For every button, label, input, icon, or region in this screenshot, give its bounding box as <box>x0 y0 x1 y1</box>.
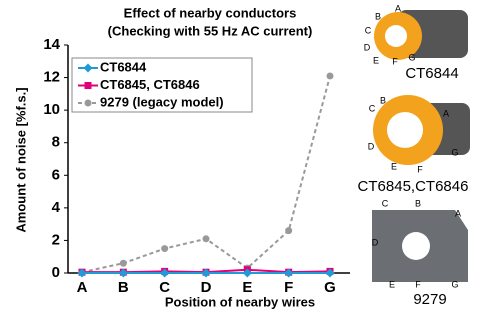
position-letter: D <box>372 237 379 247</box>
chart-subtitle: (Checking with 55 Hz AC current) <box>108 23 313 38</box>
x-tick-label: B <box>118 279 129 296</box>
product-ct6844 <box>374 10 468 60</box>
data-point <box>120 260 127 267</box>
x-axis-label: Position of nearby wires <box>165 294 315 309</box>
position-letter: E <box>391 161 397 171</box>
chart-title: Effect of nearby conductors <box>124 5 297 20</box>
position-letter: C <box>382 198 389 208</box>
position-letter: B <box>415 198 421 208</box>
product-caption: 9279 <box>413 291 446 308</box>
data-point <box>161 245 168 252</box>
y-axis-label: Amount of noise [%f.s.] <box>13 87 28 232</box>
y-tick-label: 10 <box>43 101 60 118</box>
y-tick-label: 12 <box>43 69 60 86</box>
x-tick-label: G <box>324 279 336 296</box>
position-letter: F <box>417 164 423 174</box>
position-letter: G <box>451 279 458 289</box>
position-letter: E <box>389 279 395 289</box>
x-tick-label: E <box>242 279 252 296</box>
legend-label: 9279 (legacy model) <box>100 94 224 109</box>
y-tick-label: 4 <box>52 199 61 216</box>
product-hole <box>387 112 423 148</box>
data-point <box>203 235 210 242</box>
x-tick-label: C <box>159 279 170 296</box>
position-letter: G <box>451 147 458 157</box>
position-letter: C <box>365 25 372 35</box>
position-letter: D <box>364 42 371 52</box>
position-letter: B <box>375 11 381 21</box>
product-9279 <box>372 210 468 282</box>
position-letter: A <box>395 3 401 13</box>
position-letter: C <box>369 103 376 113</box>
legend: CT6844 CT6845, CT6846 9279 (legacy model) <box>72 58 252 112</box>
position-letter: A <box>455 208 461 218</box>
position-letter: F <box>392 56 398 66</box>
x-tick-label: A <box>77 279 88 296</box>
position-letter: G <box>408 52 415 62</box>
data-point <box>327 72 334 79</box>
position-letter: F <box>415 279 421 289</box>
y-tick-label: 2 <box>52 231 60 248</box>
x-tick-label: F <box>284 279 293 296</box>
position-letter: E <box>373 55 379 65</box>
legend-label: CT6845, CT6846 <box>100 77 200 92</box>
position-letter: D <box>368 141 375 151</box>
product-caption: CT6844 <box>405 65 458 82</box>
x-tick-label: D <box>201 279 212 296</box>
y-tick-label: 8 <box>52 134 60 151</box>
y-tick-label: 14 <box>43 36 60 53</box>
legend-marker <box>85 82 92 89</box>
position-letter: B <box>380 95 386 105</box>
product-hole <box>402 232 430 260</box>
legend-label: CT6844 <box>100 59 147 74</box>
position-letter: A <box>443 108 449 118</box>
product-caption: CT6845,CT6846 <box>358 178 469 195</box>
product-hole <box>385 25 407 47</box>
data-point <box>285 227 292 234</box>
page: Effect of nearby conductors (Checking wi… <box>0 0 485 317</box>
y-tick-label: 6 <box>52 166 60 183</box>
y-tick-label: 0 <box>52 264 60 281</box>
legend-marker <box>85 100 92 107</box>
